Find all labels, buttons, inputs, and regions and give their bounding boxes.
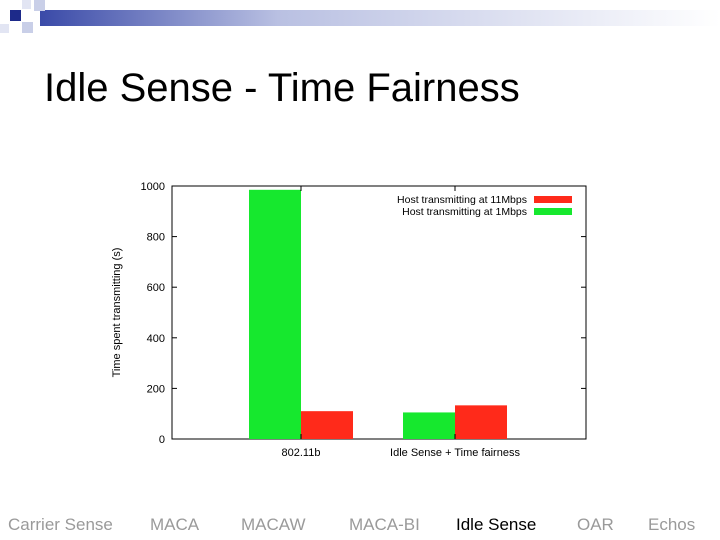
header-square	[10, 10, 21, 21]
bar-chart: 0 200 400 600 800 1000 Time spent transmitting…	[111, 181, 587, 459]
y-axis-label: Time spent transmitting (s)	[111, 248, 123, 378]
legend-label: Host transmitting at 11Mbps	[397, 194, 527, 206]
header-square	[34, 0, 45, 11]
nav-item-echos[interactable]: Echos	[648, 515, 696, 534]
nav-item-oar[interactable]: OAR	[577, 515, 614, 534]
header-gradient-bar	[40, 10, 720, 26]
slide-title: Idle Sense - Time Fairness	[44, 66, 520, 110]
x-tick-label: 802.11b	[282, 447, 321, 459]
bar	[301, 411, 353, 439]
nav-item-carrier-sense[interactable]: Carrier Sense	[8, 515, 113, 534]
legend-swatch	[534, 208, 572, 215]
nav-item-maca[interactable]: MACA	[150, 515, 200, 534]
header-square	[22, 0, 31, 9]
bar	[455, 405, 507, 439]
y-tick-label: 600	[147, 282, 165, 294]
header-square	[0, 24, 9, 33]
legend-label: Host transmitting at 1Mbps	[402, 206, 527, 218]
y-tick-label: 400	[147, 333, 165, 345]
x-tick-label: Idle Sense + Time fairness	[390, 447, 520, 459]
header-decoration	[0, 0, 720, 33]
nav-item-macaw[interactable]: MACAW	[241, 515, 306, 534]
header-square	[22, 22, 33, 33]
nav-item-maca-bi[interactable]: MACA-BI	[349, 515, 420, 534]
nav-item-idle-sense[interactable]: Idle Sense	[456, 515, 537, 534]
legend-swatch	[534, 196, 572, 203]
bar	[249, 189, 301, 439]
plot-frame	[171, 185, 587, 440]
section-navigation: Carrier Sense MACA MACAW MACA-BI Idle Sense O…	[0, 512, 720, 540]
y-tick-label: 200	[147, 383, 165, 395]
bar	[403, 412, 455, 439]
y-tick-label: 800	[147, 232, 165, 244]
y-tick-label: 1000	[141, 181, 165, 193]
y-tick-label: 0	[159, 434, 165, 446]
